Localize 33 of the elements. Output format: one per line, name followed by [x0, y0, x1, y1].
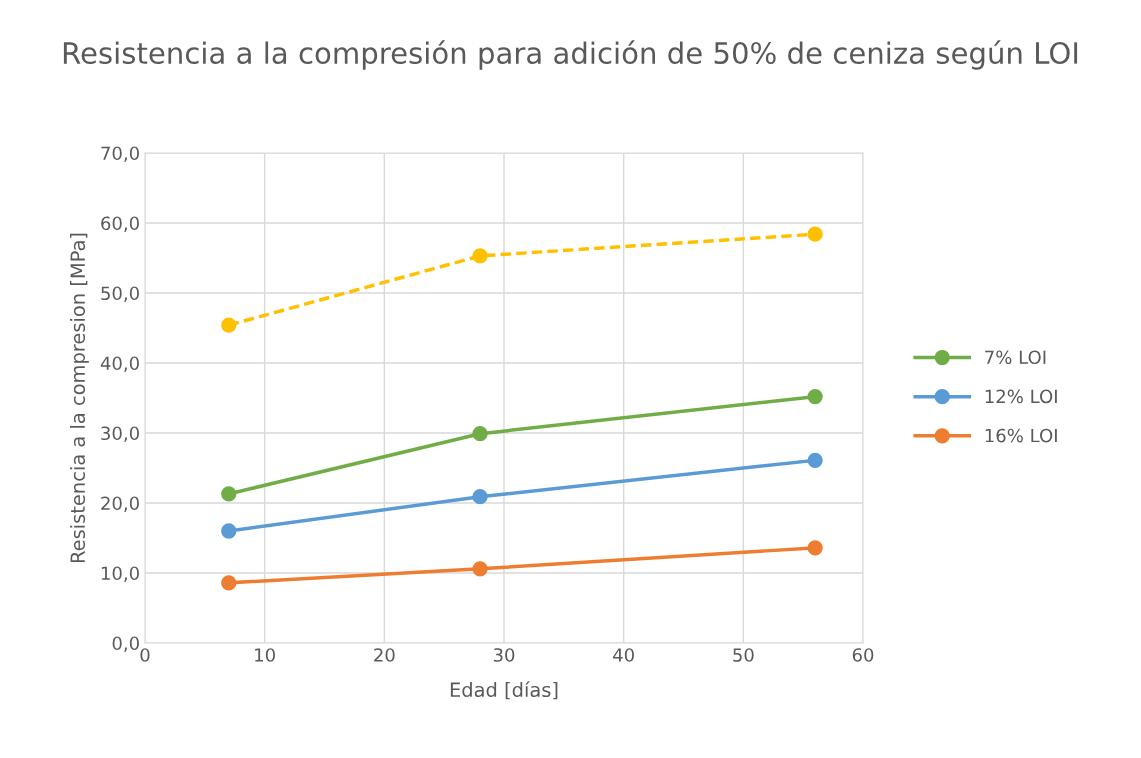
y-tick-label: 50,0 — [101, 286, 139, 302]
point — [472, 489, 488, 505]
point — [807, 452, 823, 468]
legend-label: 7% LOI — [985, 350, 1046, 365]
x-tick-label: 50 — [733, 648, 754, 662]
point — [472, 426, 488, 442]
y-axis-title: Resistencia a la compresion [MPa] — [70, 233, 89, 563]
point — [221, 575, 237, 591]
point — [807, 540, 823, 556]
y-tick-label: 60,0 — [101, 216, 139, 232]
point — [221, 486, 237, 502]
point — [221, 317, 237, 333]
x-tick-label: 40 — [613, 648, 634, 662]
point — [807, 388, 823, 405]
y-tick-label: 0,0 — [112, 636, 139, 652]
x-tick-label: 60 — [852, 648, 874, 662]
y-tick-label: 20,0 — [101, 496, 139, 512]
x-tick-label: 30 — [493, 648, 515, 662]
y-tick-label: 10,0 — [101, 566, 139, 582]
point — [807, 226, 823, 242]
point — [221, 523, 237, 539]
x-tick-label: 20 — [374, 648, 395, 662]
x-tick-label: 10 — [255, 648, 275, 662]
point — [472, 248, 488, 264]
chart-title: Resistencia a la compresión para adición de 50% de ceniza según LOI — [63, 40, 1078, 70]
y-tick-label: 30,0 — [101, 426, 139, 442]
y-tick-label: 40,0 — [100, 356, 139, 372]
legend-label: 16% LOI — [985, 428, 1057, 443]
x-axis-title: Edad [días] — [450, 681, 558, 700]
y-tick-label: 70,0 — [101, 146, 139, 162]
x-tick-label: 0 — [140, 648, 150, 662]
point — [472, 561, 488, 577]
legend-label: 12% LOI — [985, 389, 1057, 404]
